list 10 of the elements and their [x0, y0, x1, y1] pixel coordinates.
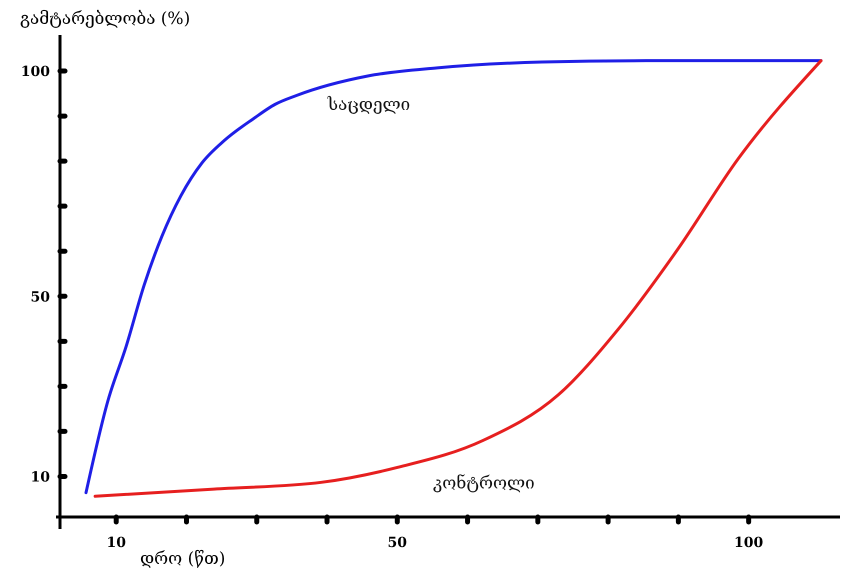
y-axis-title: გამტარებლობა (%): [20, 9, 190, 29]
series-label: კონტროლი: [433, 473, 535, 494]
x-tick-label: 10: [106, 535, 126, 551]
x-axis-title: დრო (წთ): [140, 549, 226, 569]
series-label: საცდელი: [326, 94, 410, 115]
x-tick-label: 100: [734, 535, 764, 551]
y-tick-label: 10: [30, 469, 50, 486]
y-tick-label: 50: [30, 289, 50, 306]
x-tick-label: 50: [388, 535, 408, 551]
y-tick-label: 100: [20, 64, 50, 80]
